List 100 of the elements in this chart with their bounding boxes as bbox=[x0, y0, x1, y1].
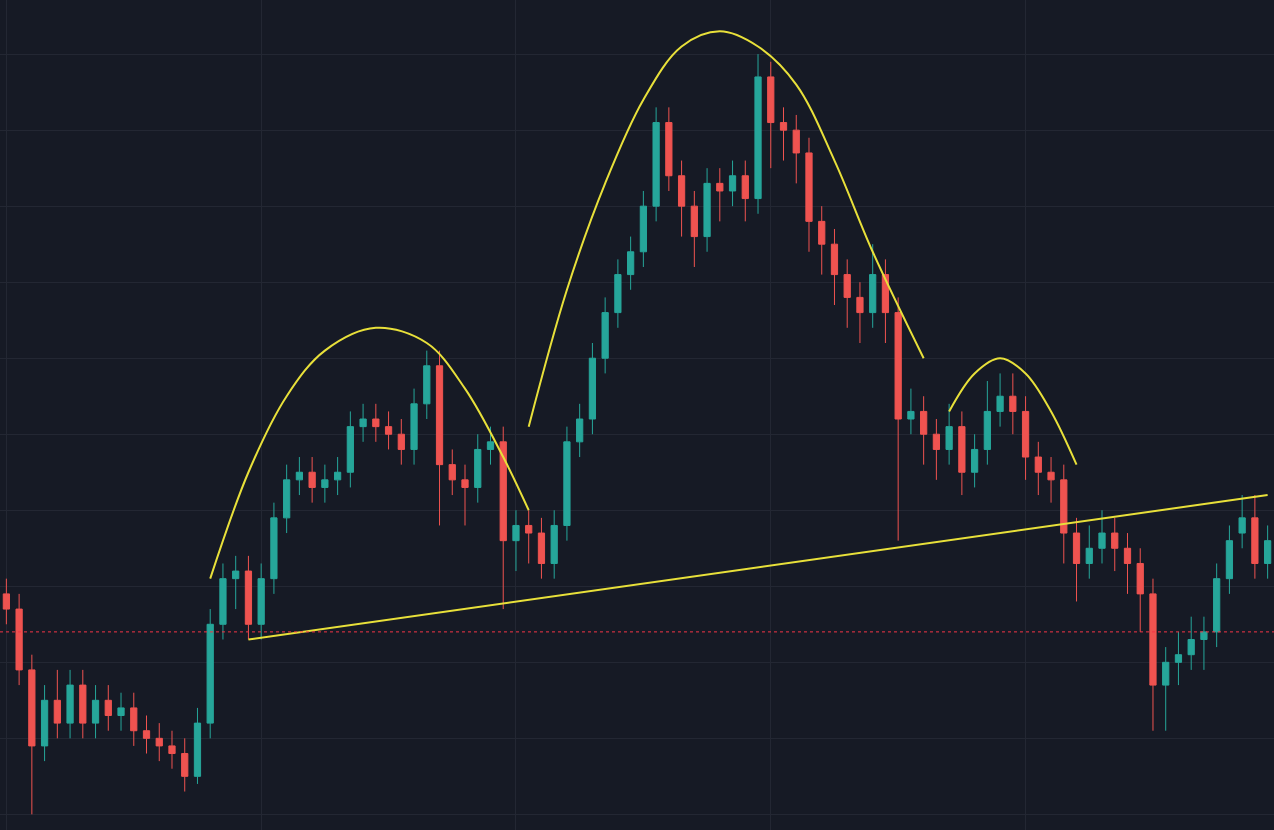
candlestick bbox=[40, 684, 49, 762]
candlestick bbox=[907, 388, 915, 435]
candlestick bbox=[53, 669, 61, 739]
candlestick bbox=[181, 737, 189, 793]
candlestick bbox=[257, 562, 265, 640]
candlestick bbox=[767, 61, 775, 169]
candlestick bbox=[537, 517, 546, 580]
candlestick bbox=[499, 426, 507, 610]
candlestick bbox=[1060, 464, 1068, 564]
candlestick bbox=[66, 669, 74, 739]
candlestick bbox=[512, 509, 520, 572]
candlestick bbox=[563, 426, 571, 542]
candlestick bbox=[423, 350, 431, 420]
candlestick bbox=[1225, 524, 1234, 595]
candlestick bbox=[983, 380, 991, 466]
candlestick bbox=[1238, 494, 1246, 549]
candlestick bbox=[1162, 646, 1170, 732]
candlestick bbox=[996, 372, 1004, 428]
candlestick bbox=[15, 593, 23, 686]
candlestick bbox=[869, 243, 877, 329]
candlestick bbox=[1111, 517, 1119, 572]
candlestick bbox=[652, 106, 660, 222]
candlestick bbox=[1034, 441, 1042, 496]
candlestick bbox=[958, 410, 966, 496]
candlestick bbox=[461, 464, 469, 526]
candlestick bbox=[525, 509, 533, 564]
candlestick bbox=[104, 684, 112, 732]
candlestick bbox=[1200, 616, 1208, 671]
candlestick bbox=[295, 456, 304, 496]
candlestick bbox=[28, 654, 36, 815]
candlestick bbox=[665, 106, 673, 192]
candlestick bbox=[588, 342, 597, 435]
candlestick bbox=[741, 160, 749, 222]
candlestick bbox=[970, 433, 979, 488]
candlestick bbox=[435, 350, 444, 526]
candlestick bbox=[932, 418, 941, 481]
candlestick bbox=[155, 722, 163, 762]
candlestick bbox=[168, 730, 176, 770]
candlestick bbox=[1021, 395, 1030, 481]
candlestick bbox=[1136, 547, 1144, 633]
candlestick bbox=[690, 190, 698, 268]
candlestick bbox=[1187, 616, 1195, 671]
candlestick bbox=[142, 715, 151, 755]
candlestick bbox=[219, 562, 227, 640]
candlestick bbox=[321, 464, 329, 504]
candlestick bbox=[614, 258, 622, 329]
candlestick bbox=[384, 410, 393, 450]
candlestick bbox=[881, 258, 890, 344]
candlestick bbox=[830, 228, 839, 306]
candlestick bbox=[283, 464, 291, 534]
candlestick bbox=[805, 137, 813, 253]
candlestick bbox=[1085, 524, 1093, 580]
candlestick bbox=[716, 167, 724, 222]
candlestick bbox=[1149, 578, 1157, 732]
candlestick bbox=[920, 395, 928, 466]
candlestick bbox=[627, 236, 635, 291]
candlestick bbox=[232, 555, 240, 610]
candlestick bbox=[79, 669, 87, 739]
candlestick bbox=[1009, 372, 1017, 435]
candlestick bbox=[244, 555, 253, 640]
candlestick bbox=[359, 403, 367, 443]
candlestick bbox=[601, 296, 609, 374]
candlestick bbox=[448, 448, 456, 496]
candlestick bbox=[486, 426, 495, 466]
candlestick bbox=[117, 692, 125, 732]
candlestick bbox=[1123, 532, 1132, 595]
candlestick bbox=[1264, 524, 1272, 580]
candlestick bbox=[270, 502, 278, 595]
candlestick bbox=[1098, 509, 1106, 564]
candlestick bbox=[333, 456, 342, 496]
candlestick bbox=[728, 160, 737, 207]
candlestick bbox=[576, 403, 584, 458]
candlestick bbox=[856, 281, 864, 344]
candlestick bbox=[754, 53, 762, 215]
candlestick bbox=[1251, 494, 1259, 580]
candlestick bbox=[1213, 562, 1221, 648]
candlestick bbox=[639, 190, 647, 268]
candlestick bbox=[1174, 631, 1183, 686]
candlestick bbox=[843, 258, 851, 329]
candlestick bbox=[474, 433, 482, 504]
candlestick bbox=[2, 578, 10, 625]
candlestick bbox=[410, 388, 418, 466]
candlestick bbox=[346, 410, 354, 488]
candlestick bbox=[130, 692, 138, 747]
candlestick bbox=[792, 114, 800, 184]
candlestick bbox=[193, 707, 202, 785]
candlestick bbox=[818, 205, 826, 276]
candlestick bbox=[206, 608, 214, 739]
candlestick bbox=[703, 167, 711, 253]
candlestick bbox=[779, 106, 788, 162]
candlestick bbox=[1047, 456, 1055, 504]
candlestick bbox=[397, 418, 405, 466]
candlestick bbox=[308, 456, 316, 504]
candlestick bbox=[945, 403, 953, 466]
candlestick bbox=[372, 403, 380, 443]
candlestick bbox=[894, 296, 902, 542]
candlestick bbox=[1072, 517, 1081, 602]
candlestick bbox=[91, 684, 100, 739]
candlestick bbox=[550, 509, 558, 580]
candlestick bbox=[677, 160, 686, 238]
